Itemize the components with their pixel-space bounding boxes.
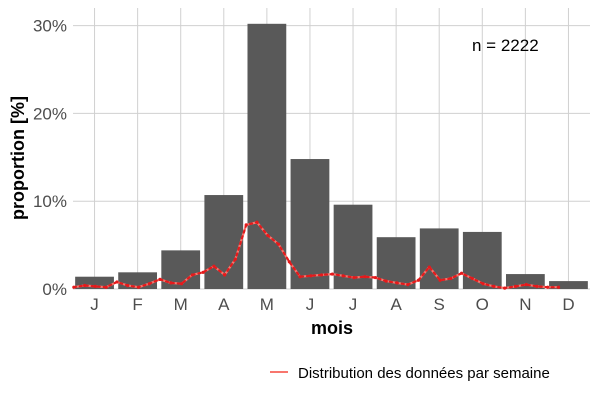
weekly-point (524, 283, 528, 287)
y-tick-label: 10% (33, 192, 67, 211)
x-tick-label: N (519, 295, 531, 314)
y-tick-label: 20% (33, 104, 67, 123)
weekly-line-dots (72, 221, 560, 290)
weekly-series (72, 220, 561, 290)
x-tick-label: J (306, 295, 315, 314)
bar-12 (549, 281, 588, 289)
weekly-point (449, 276, 453, 281)
y-tick-label: 0% (42, 280, 67, 299)
x-tick-label: J (90, 295, 99, 314)
weekly-point (276, 242, 281, 246)
weekly-point (136, 285, 141, 289)
weekly-point (492, 284, 496, 288)
weekly-point (244, 223, 248, 227)
weekly-point (470, 276, 474, 281)
weekly-point (83, 283, 87, 288)
x-tick-label: A (390, 295, 402, 314)
weekly-point (298, 275, 302, 279)
weekly-point (352, 275, 356, 280)
x-tick-label: F (132, 295, 142, 314)
x-tick-label: A (218, 295, 230, 314)
weekly-point (233, 257, 238, 261)
weekly-point (330, 272, 334, 276)
bar-10 (462, 231, 502, 289)
x-tick-label: O (476, 295, 489, 314)
legend-label: Distribution des données par semaine (298, 365, 550, 382)
weekly-point (406, 283, 410, 287)
weekly-point (115, 280, 119, 284)
weekly-point (126, 283, 130, 288)
y-axis-title: proportion [%] (8, 96, 28, 220)
weekly-point (438, 278, 442, 282)
weekly-point (363, 275, 367, 279)
weekly-point (309, 274, 313, 278)
weekly-point (341, 274, 345, 278)
legend: Distribution des données par semaine (270, 365, 550, 382)
weekly-point (513, 284, 518, 288)
weekly-point (319, 273, 324, 277)
x-tick-label: J (349, 295, 358, 314)
weekly-point (212, 264, 216, 268)
weekly-point (287, 260, 291, 264)
sample-size-annotation: n = 2222 (472, 36, 539, 55)
weekly-point (546, 285, 550, 289)
x-tick-label: M (174, 295, 188, 314)
weekly-point (158, 277, 162, 281)
weekly-point (416, 278, 421, 282)
y-tick-label: 30% (33, 17, 67, 36)
weekly-point (266, 233, 270, 238)
weekly-point (190, 273, 194, 277)
weekly-point (223, 273, 227, 277)
weekly-point (384, 279, 388, 283)
x-tick-label: D (562, 295, 574, 314)
weekly-point (427, 265, 431, 269)
weekly-point (481, 282, 485, 286)
weekly-point (503, 286, 507, 290)
weekly-point (179, 282, 184, 286)
weekly-point (255, 220, 259, 224)
weekly-point (535, 284, 539, 288)
weekly-point (373, 275, 378, 280)
weekly-point (93, 284, 98, 288)
weekly-point (460, 271, 464, 275)
weekly-point (72, 285, 76, 289)
bars (75, 23, 588, 290)
weekly-point (201, 270, 205, 274)
y-tick-labels: 0% 10% 20% 30% (33, 17, 67, 299)
x-tick-label: S (434, 295, 445, 314)
weekly-point (147, 282, 151, 286)
x-tick-label: M (260, 295, 274, 314)
weekly-point (169, 281, 173, 285)
bar-8 (376, 237, 416, 289)
weekly-point (556, 285, 561, 289)
weekly-point (395, 281, 399, 285)
x-axis-title: mois (311, 318, 353, 338)
bar-6 (290, 159, 330, 289)
weekly-point (104, 285, 108, 289)
